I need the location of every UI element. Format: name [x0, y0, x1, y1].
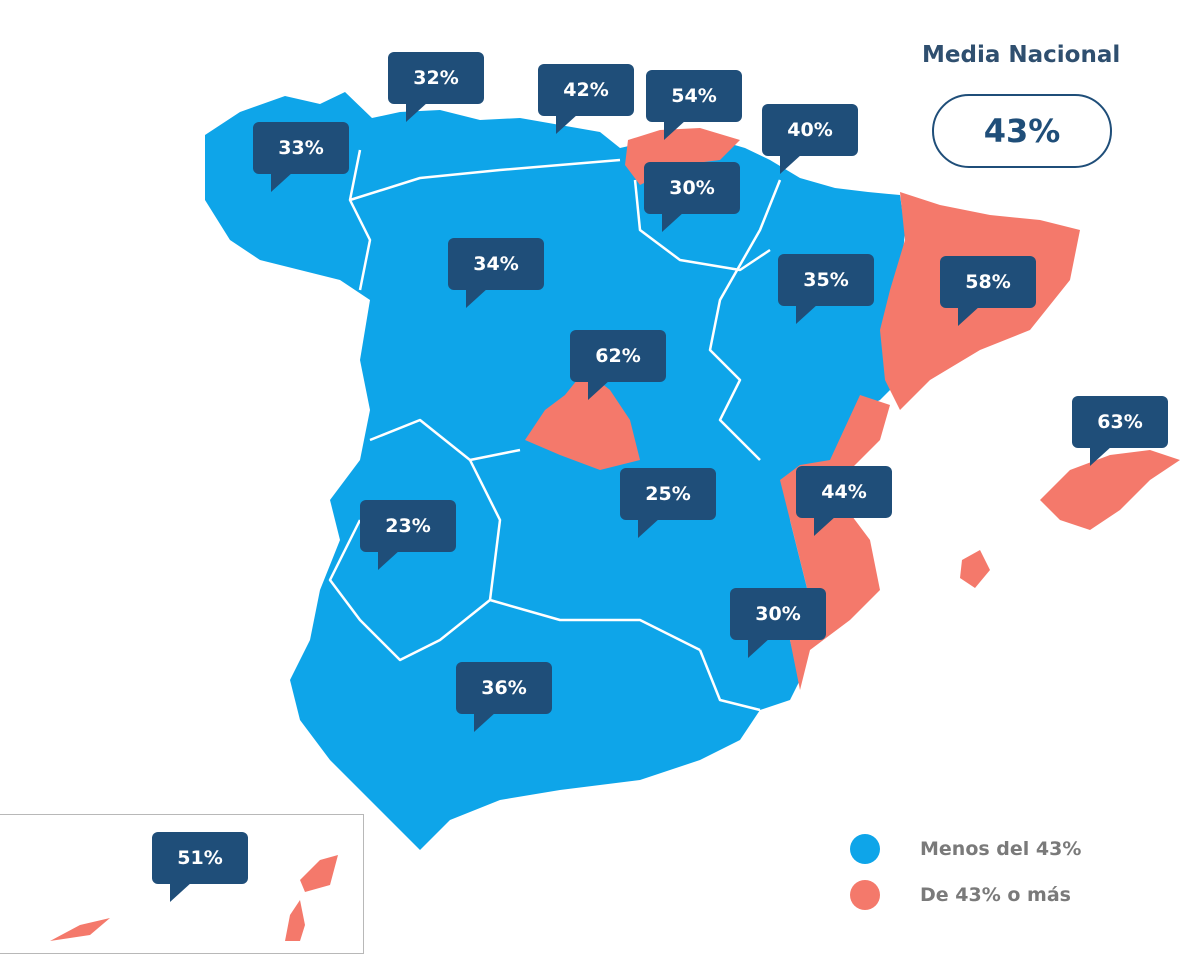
region-value-bubble: 44% [796, 466, 892, 536]
region-above-menorca [960, 550, 990, 588]
region-above-madrid [525, 370, 640, 470]
region-value-bubble: 40% [762, 104, 858, 174]
national-average-title: Media Nacional [922, 42, 1121, 68]
region-value-bubble: 54% [646, 70, 742, 140]
legend: Menos del 43% De 43% o más [850, 826, 1081, 918]
region-value-bubble: 63% [1072, 396, 1168, 466]
region-value-bubble: 34% [448, 238, 544, 308]
region-value-bubble: 51% [152, 832, 248, 902]
legend-item-above: De 43% o más [850, 872, 1081, 918]
red-dot-icon [850, 880, 880, 910]
national-average-value: 43% [932, 94, 1112, 168]
region-value-bubble: 36% [456, 662, 552, 732]
legend-item-below: Menos del 43% [850, 826, 1081, 872]
region-value-bubble: 30% [730, 588, 826, 658]
region-value-bubble: 32% [388, 52, 484, 122]
region-value-bubble: 35% [778, 254, 874, 324]
region-value-bubble: 25% [620, 468, 716, 538]
region-value-bubble: 62% [570, 330, 666, 400]
region-value-bubble: 58% [940, 256, 1036, 326]
region-value-bubble: 33% [253, 122, 349, 192]
canary-islands [50, 855, 338, 941]
legend-label: De 43% o más [920, 884, 1071, 906]
region-value-bubble: 30% [644, 162, 740, 232]
blue-dot-icon [850, 834, 880, 864]
region-value-bubble: 23% [360, 500, 456, 570]
region-borders [328, 149, 782, 712]
region-above-balearic [1040, 450, 1180, 530]
region-value-bubble: 42% [538, 64, 634, 134]
legend-label: Menos del 43% [920, 838, 1082, 860]
